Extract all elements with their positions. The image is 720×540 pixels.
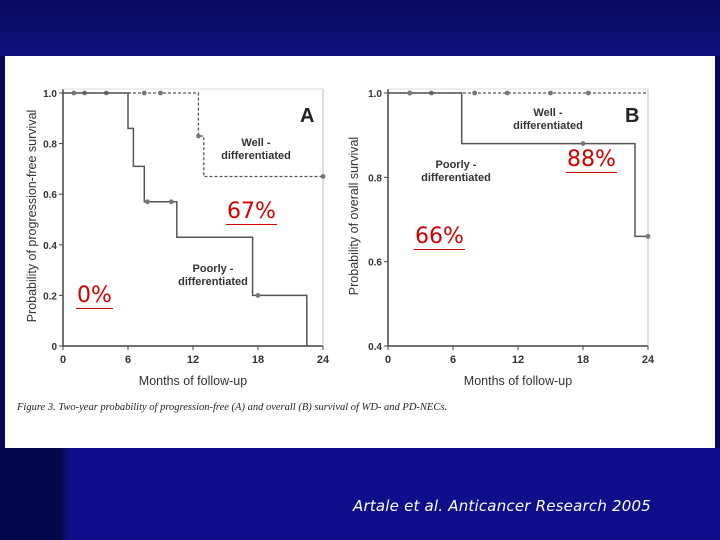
panel-a-series-poorly-line [63,92,308,346]
panel-b-censor-mark [645,233,651,239]
panel-a-censor-mark [168,199,174,205]
panel-a-legend-label: Poorly - [193,263,234,275]
panel-a-censor-mark [145,199,150,205]
panel-a-x-tick-label: 0 [60,354,66,366]
panel-a-y-axis-label: Probability of progression-free survival [25,110,39,323]
panel-a-y-tick-label: 0.2 [43,291,57,302]
panel-b-censor-mark [580,141,586,147]
panel-a-legend-label: differentiated [221,150,291,162]
panel-a-legend-label: differentiated [178,276,248,288]
panel-b-x-tick-label: 24 [642,354,655,366]
figure-caption: Figure 3. Two-year probability of progre… [17,402,448,413]
panel-a-x-tick-label: 18 [252,354,264,366]
callout-pd-pfs: 0% [76,283,113,309]
citation: Artale et al. Anticancer Research 2005 [353,497,651,515]
panel-b-legend-label: Poorly - [436,159,477,171]
panel-b-legend-label: Well - [533,107,562,119]
panel-b-y-tick-label: 0.6 [368,258,382,269]
panel-a-censor-mark [320,174,326,179]
top-band [0,0,720,56]
panel-a-censor-mark [71,90,77,96]
panel-b-legend-label: differentiated [421,172,491,184]
panel-a-censor-mark [141,90,147,96]
panel-a-y-tick-label: 0.6 [43,190,57,201]
panel-a-censor-mark [158,90,163,96]
panel-a-x-tick-label: 12 [187,354,199,366]
panel-a-x-tick-label: 6 [125,354,131,366]
panel-a-censor-mark [255,293,261,298]
panel-a-legend-label: Well - [241,137,270,149]
callout-pd-os: 66% [414,224,465,250]
panel-b-x-tick-label: 0 [385,354,391,366]
bottom-band [0,448,720,540]
panel-a-censor-mark [196,133,201,139]
panel-b-censor-mark [407,90,413,96]
panel-b-legend-label: differentiated [513,120,583,132]
panel-a-y-tick-label: 0.8 [43,140,57,151]
panel-b-censor-mark [548,90,553,96]
panel-a-y-tick-label: 0.4 [43,241,57,252]
panel-a-x-tick-label: 24 [317,354,330,366]
panel-b-y-tick-label: 1.0 [368,89,382,100]
panel-a-y-tick-label: 1.0 [43,89,57,100]
panel-b-x-tick-label: 12 [512,354,524,366]
panel-b-x-tick-label: 18 [577,354,589,366]
panel-b-censor-mark [586,90,591,96]
panel-b-y-tick-label: 0.4 [368,342,382,353]
panel-a-series-well-line [63,92,323,178]
panel-b-y-axis-label: Probability of overall survival [347,137,361,295]
panel-b-y-tick-label: 0.8 [368,173,382,184]
panel-a-x-axis-label: Months of follow-up [139,374,247,388]
panel-b-series-poorly-line [388,92,648,238]
panel-b-letter: B [625,105,639,127]
callout-wd-pfs: 67% [226,199,277,225]
panel-b-x-tick-label: 6 [450,354,456,366]
callout-wd-os: 88% [566,147,617,173]
panel-a-letter: A [300,105,314,127]
panel-b-censor-mark [472,90,478,96]
figure-panel [5,56,715,448]
panel-b-censor-mark [504,90,510,96]
panel-a-y-tick-label: 0 [51,342,57,353]
panel-b-x-axis-label: Months of follow-up [464,374,572,388]
